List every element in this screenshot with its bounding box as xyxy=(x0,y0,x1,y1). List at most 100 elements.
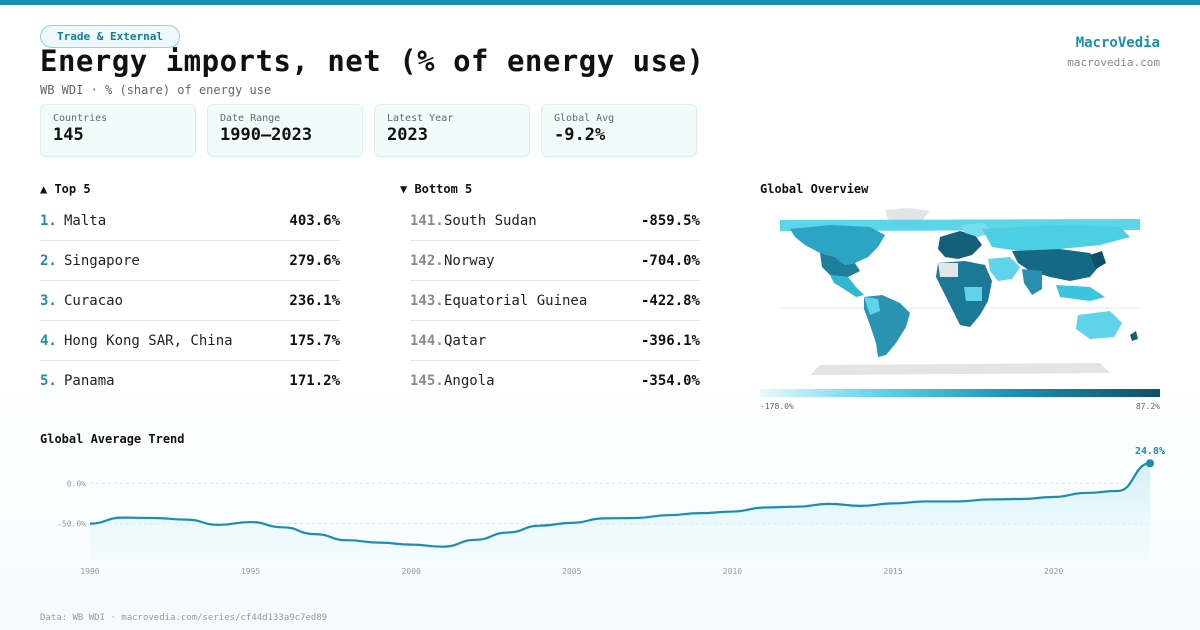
rank-number: 142. xyxy=(410,252,444,269)
list-item[interactable]: 5. Panama 171.2% xyxy=(40,361,340,401)
map-region-africa[interactable] xyxy=(936,261,992,327)
list-item[interactable]: 144. Qatar -396.1% xyxy=(410,321,700,361)
map-region-southeast-asia[interactable] xyxy=(1056,285,1105,301)
country-name: South Sudan xyxy=(444,212,537,229)
map-region-china[interactable] xyxy=(1012,249,1100,281)
list-item[interactable]: 2. Singapore 279.6% xyxy=(40,241,340,281)
map-region-central-africa[interactable] xyxy=(964,287,982,301)
country-value: 175.7% xyxy=(289,332,340,349)
rank-number: 2. xyxy=(40,252,57,269)
brand-name[interactable]: MacroVedia xyxy=(1075,35,1160,51)
list-item[interactable]: 1. Malta 403.6% xyxy=(40,201,340,241)
y-tick-label: -50.0% xyxy=(57,520,86,529)
map-region-india[interactable] xyxy=(1022,269,1042,295)
map-region-japan-korea[interactable] xyxy=(1090,251,1106,269)
x-tick-label: 2000 xyxy=(402,567,421,576)
map-title: Global Overview xyxy=(760,182,869,196)
country-value: -859.5% xyxy=(640,212,700,229)
world-choropleth-map[interactable] xyxy=(760,205,1160,380)
country-value: 171.2% xyxy=(289,373,340,389)
country-name: Qatar xyxy=(444,332,487,349)
x-tick-label: 1990 xyxy=(80,567,99,576)
rank-number: 144. xyxy=(410,332,444,349)
country-name: Panama xyxy=(64,373,115,389)
map-region-no-data[interactable] xyxy=(938,263,958,277)
stat-label: Date Range xyxy=(220,113,281,124)
stat-label: Latest Year xyxy=(387,113,454,124)
map-region-europe[interactable] xyxy=(938,231,982,259)
list-item[interactable]: 143. Equatorial Guinea -422.8% xyxy=(410,281,700,321)
top-accent-bar xyxy=(0,0,1200,5)
x-tick-label: 2005 xyxy=(562,567,581,576)
rank-number: 5. xyxy=(40,373,57,389)
legend-min-label: -178.0% xyxy=(760,402,794,411)
rank-number: 141. xyxy=(410,212,444,229)
x-tick-label: 1995 xyxy=(241,567,260,576)
country-name: Hong Kong SAR, China xyxy=(64,332,233,349)
trend-chart[interactable]: 0.0% -50.0% 24.8% 1990 1995 2000 2005 2010 201… xyxy=(0,445,1200,585)
trend-last-point[interactable] xyxy=(1146,459,1154,468)
stat-label: Countries xyxy=(53,113,108,124)
country-value: -704.0% xyxy=(640,252,700,269)
list-item[interactable]: 3. Curacao 236.1% xyxy=(40,281,340,321)
list-item[interactable]: 145. Angola -354.0% xyxy=(410,361,700,401)
stat-value: 1990–2023 xyxy=(220,125,313,145)
stat-card-date-range: Date Range 1990–2023 xyxy=(207,104,363,157)
map-region-scandinavia[interactable] xyxy=(960,223,992,237)
x-tick-label: 2020 xyxy=(1044,567,1063,576)
map-region-canada[interactable] xyxy=(790,225,885,265)
rank-number: 1. xyxy=(40,212,57,229)
category-badge[interactable]: Trade & External xyxy=(40,25,180,48)
list-item[interactable]: 142. Norway -704.0% xyxy=(410,241,700,281)
map-region-antarctica[interactable] xyxy=(810,363,1110,375)
x-tick-label: 2015 xyxy=(883,567,902,576)
bottom5-title: ▼ Bottom 5 xyxy=(400,182,473,196)
map-region-middle-east[interactable] xyxy=(988,257,1020,281)
stat-value: -9.2% xyxy=(554,125,606,145)
top5-list: 1. Malta 403.6% 2. Singapore 279.6% 3. C… xyxy=(40,201,340,401)
stat-card-countries: Countries 145 xyxy=(40,104,196,157)
source-footer[interactable]: Data: WB WDI · macrovedia.com/series/cf4… xyxy=(40,613,328,623)
stat-card-global-avg: Global Avg -9.2% xyxy=(541,104,697,157)
page-subtitle: WB WDI · % (share) of energy use xyxy=(40,83,272,97)
country-value: 236.1% xyxy=(289,292,340,309)
map-legend-colorbar xyxy=(760,389,1160,397)
trend-line xyxy=(89,462,1151,548)
trend-title: Global Average Trend xyxy=(40,432,185,446)
rank-number: 145. xyxy=(410,373,444,389)
country-name: Norway xyxy=(444,252,495,269)
map-region-new-zealand[interactable] xyxy=(1130,331,1138,341)
stat-card-latest-year: Latest Year 2023 xyxy=(374,104,530,157)
country-name: Equatorial Guinea xyxy=(444,292,588,309)
brand-url[interactable]: macrovedia.com xyxy=(1067,56,1160,69)
country-name: Curacao xyxy=(64,292,124,309)
map-region-usa[interactable] xyxy=(820,253,860,277)
country-value: -354.0% xyxy=(640,373,700,389)
country-name: Malta xyxy=(64,212,107,229)
country-value: 279.6% xyxy=(289,252,340,269)
stat-label: Global Avg xyxy=(554,113,615,124)
trend-last-value-label: 24.8% xyxy=(1135,446,1165,457)
country-value: -422.8% xyxy=(640,292,700,309)
list-item[interactable]: 141. South Sudan -859.5% xyxy=(410,201,700,241)
map-region-australia[interactable] xyxy=(1076,311,1122,339)
trend-area xyxy=(90,463,1150,560)
country-value: -396.1% xyxy=(640,332,700,349)
country-value: 403.6% xyxy=(289,212,340,229)
page-title: Energy imports, net (% of energy use) xyxy=(40,44,705,78)
x-tick-label: 2010 xyxy=(723,567,742,576)
list-item[interactable]: 4. Hong Kong SAR, China 175.7% xyxy=(40,321,340,361)
rank-number: 3. xyxy=(40,292,57,309)
country-name: Singapore xyxy=(64,252,140,269)
map-region-mexico-central-america[interactable] xyxy=(830,275,864,297)
rank-number: 143. xyxy=(410,292,444,309)
bottom5-list: 141. South Sudan -859.5% 142. Norway -70… xyxy=(410,201,700,401)
map-region-russia[interactable] xyxy=(982,225,1130,251)
rank-number: 4. xyxy=(40,332,57,349)
stat-value: 2023 xyxy=(387,125,428,145)
top5-title: ▲ Top 5 xyxy=(40,182,91,196)
map-region-venezuela-colombia[interactable] xyxy=(864,297,880,315)
stat-value: 145 xyxy=(53,125,84,145)
country-name: Angola xyxy=(444,373,495,389)
legend-max-label: 87.2% xyxy=(1135,402,1160,411)
